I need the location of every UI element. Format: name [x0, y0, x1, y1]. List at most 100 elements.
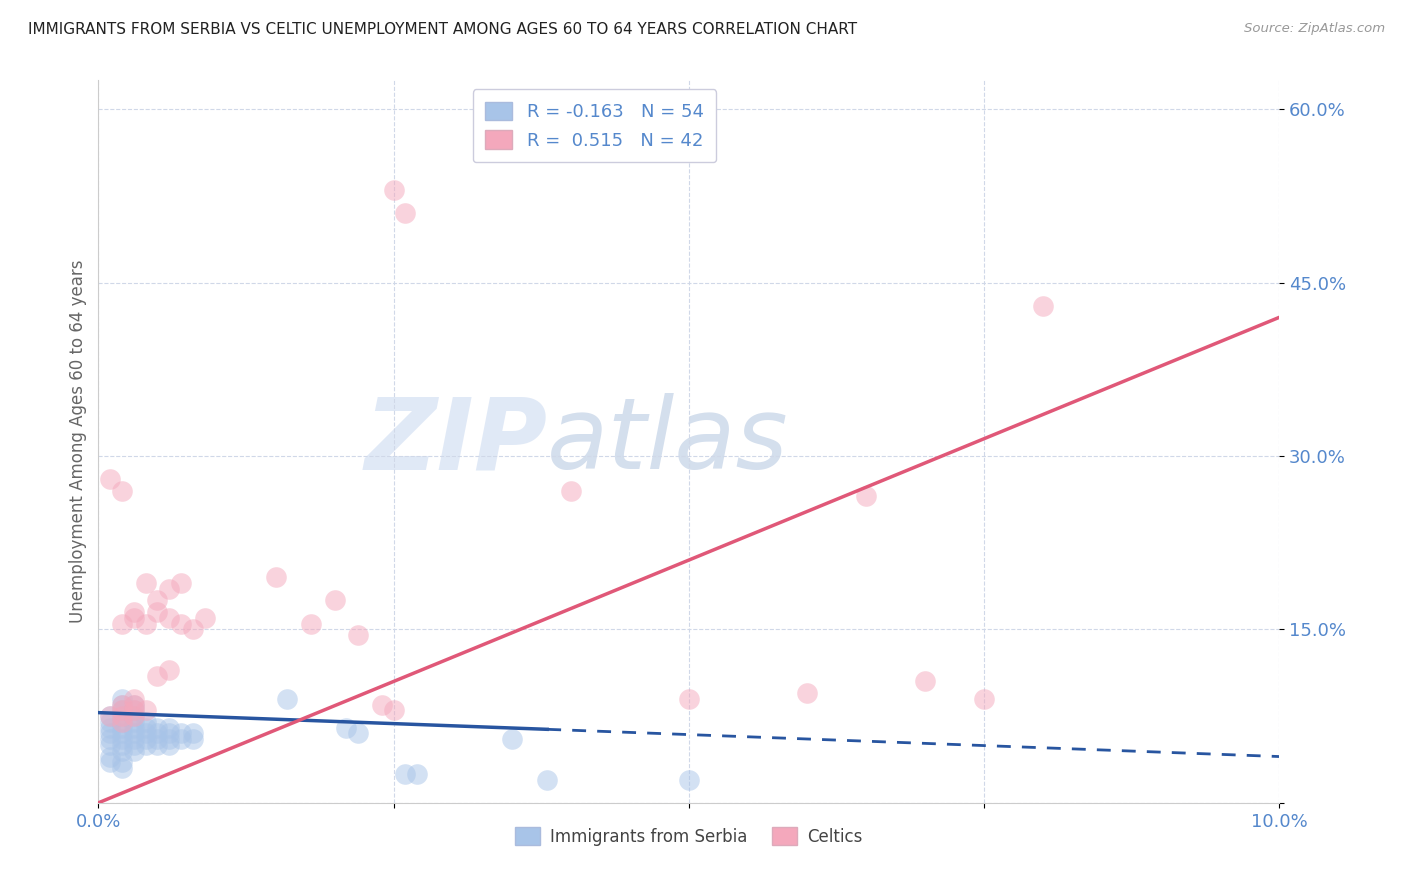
Point: [98, 709, 121, 723]
Point: [157, 726, 180, 740]
Point: [678, 691, 700, 706]
Point: [382, 183, 405, 197]
Point: [135, 714, 157, 729]
Point: [111, 756, 134, 770]
Point: [122, 691, 145, 706]
Point: [170, 726, 193, 740]
Point: [135, 732, 157, 747]
Point: [111, 691, 134, 706]
Legend: Immigrants from Serbia, Celtics: Immigrants from Serbia, Celtics: [509, 821, 869, 852]
Point: [181, 623, 204, 637]
Point: [146, 721, 169, 735]
Point: [111, 714, 134, 729]
Point: [181, 726, 204, 740]
Point: [98, 738, 121, 752]
Point: [122, 732, 145, 747]
Point: [973, 691, 995, 706]
Point: [170, 732, 193, 747]
Point: [323, 593, 346, 607]
Point: [122, 703, 145, 717]
Point: [98, 732, 121, 747]
Point: [111, 483, 134, 498]
Point: [111, 616, 134, 631]
Point: [135, 721, 157, 735]
Point: [122, 744, 145, 758]
Point: [157, 611, 180, 625]
Point: [394, 767, 416, 781]
Point: [122, 721, 145, 735]
Point: [122, 709, 145, 723]
Point: [157, 582, 180, 596]
Text: ZIP: ZIP: [364, 393, 547, 490]
Point: [98, 756, 121, 770]
Point: [111, 761, 134, 775]
Point: [98, 714, 121, 729]
Point: [796, 686, 818, 700]
Point: [111, 698, 134, 712]
Point: [299, 616, 322, 631]
Point: [406, 767, 429, 781]
Point: [122, 698, 145, 712]
Point: [276, 691, 298, 706]
Point: [501, 732, 523, 747]
Point: [98, 726, 121, 740]
Point: [181, 732, 204, 747]
Point: [347, 628, 370, 642]
Text: atlas: atlas: [547, 393, 789, 490]
Point: [122, 709, 145, 723]
Point: [111, 714, 134, 729]
Point: [157, 663, 180, 677]
Point: [135, 738, 157, 752]
Point: [146, 605, 169, 619]
Point: [382, 703, 405, 717]
Point: [98, 721, 121, 735]
Point: [111, 709, 134, 723]
Y-axis label: Unemployment Among Ages 60 to 64 years: Unemployment Among Ages 60 to 64 years: [69, 260, 87, 624]
Text: IMMIGRANTS FROM SERBIA VS CELTIC UNEMPLOYMENT AMONG AGES 60 TO 64 YEARS CORRELAT: IMMIGRANTS FROM SERBIA VS CELTIC UNEMPLO…: [28, 22, 858, 37]
Point: [98, 472, 121, 486]
Point: [111, 738, 134, 752]
Point: [98, 749, 121, 764]
Point: [371, 698, 394, 712]
Point: [347, 726, 370, 740]
Point: [135, 703, 157, 717]
Point: [122, 738, 145, 752]
Point: [560, 483, 582, 498]
Point: [146, 593, 169, 607]
Point: [914, 674, 936, 689]
Point: [146, 726, 169, 740]
Point: [536, 772, 558, 787]
Point: [111, 703, 134, 717]
Point: [122, 714, 145, 729]
Point: [146, 732, 169, 747]
Point: [135, 576, 157, 591]
Point: [111, 726, 134, 740]
Point: [111, 732, 134, 747]
Point: [170, 616, 193, 631]
Point: [122, 605, 145, 619]
Point: [194, 611, 217, 625]
Text: Source: ZipAtlas.com: Source: ZipAtlas.com: [1244, 22, 1385, 36]
Point: [157, 738, 180, 752]
Point: [122, 611, 145, 625]
Point: [170, 576, 193, 591]
Point: [335, 721, 357, 735]
Point: [1032, 299, 1054, 313]
Point: [146, 668, 169, 682]
Point: [855, 490, 877, 504]
Point: [98, 709, 121, 723]
Point: [678, 772, 700, 787]
Point: [146, 738, 169, 752]
Point: [157, 732, 180, 747]
Point: [394, 206, 416, 220]
Point: [264, 570, 287, 584]
Point: [111, 703, 134, 717]
Point: [111, 698, 134, 712]
Point: [122, 726, 145, 740]
Point: [111, 721, 134, 735]
Point: [111, 744, 134, 758]
Point: [122, 698, 145, 712]
Point: [122, 703, 145, 717]
Point: [111, 709, 134, 723]
Point: [135, 616, 157, 631]
